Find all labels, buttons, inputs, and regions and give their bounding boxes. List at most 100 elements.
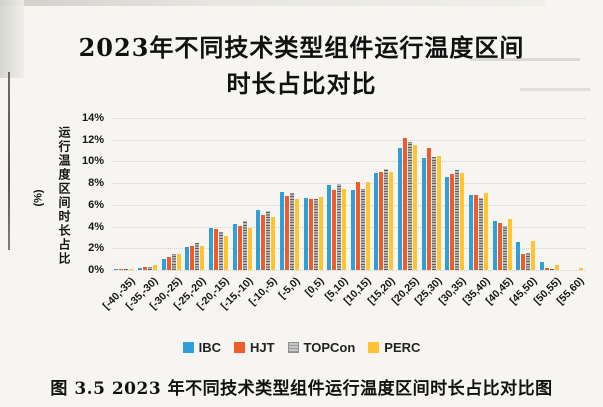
bar-group-[-35,-30)	[137, 264, 157, 270]
bar-IBC-[35,40)	[469, 195, 474, 270]
bar-HJT-[15,20)	[379, 172, 384, 270]
bar-TOPCon-[40,45)	[502, 225, 507, 270]
bar-HJT-[5,10)	[332, 189, 337, 270]
bar-TOPCon-[25,30)	[431, 157, 436, 270]
bar-PERC-[-40,-35)	[129, 268, 134, 270]
bar-group-[25,30)	[421, 148, 441, 270]
bar-group-[45,50)	[516, 240, 536, 270]
bar-group-[50,55)	[540, 262, 560, 270]
bar-TOPCon-[45,50)	[526, 252, 531, 270]
y-tick-label-0%: 0%	[88, 264, 104, 276]
bar-PERC-[55,60)	[578, 268, 583, 270]
plot-area: 0% 2% 4% 6% 8% 10% 12% 14% [-40,-35) [-35,-30) [-3…	[82, 112, 587, 312]
y-tick-label-10%: 10%	[81, 155, 104, 168]
bar-IBC-[0,5)	[303, 198, 308, 270]
bar-group-[-20,-15)	[208, 227, 228, 270]
bar-IBC-[45,50)	[516, 241, 521, 270]
bar-group-[-40,-35)	[114, 268, 134, 270]
bar-PERC-[20,25)	[413, 145, 418, 270]
legend-item-hjt: HJT	[233, 340, 275, 355]
bar-TOPCon-[-30,-25)	[171, 253, 176, 270]
bar-PERC-[40,45)	[507, 218, 512, 270]
bar-group-[55,60)	[564, 268, 583, 270]
bar-PERC-[35,40)	[484, 192, 489, 270]
bar-HJT-[-30,-25)	[166, 256, 171, 270]
bar-group-[40,45)	[492, 218, 512, 270]
bar-group-[-10,-5)	[256, 210, 276, 270]
bar-TOPCon-[-15,-10)	[242, 221, 247, 270]
bar-PERC-[10,15)	[365, 182, 370, 270]
bar-group-[30,35)	[445, 170, 465, 270]
scan-artifact-top	[0, 0, 545, 6]
bar-HJT-[30,35)	[450, 174, 455, 270]
bar-PERC-[-20,-15)	[223, 236, 228, 270]
bar-IBC-[25,30)	[421, 158, 426, 270]
y-tick-label-8%: 8%	[88, 177, 104, 190]
bar-TOPCon-[0,5)	[313, 199, 318, 270]
bar-IBC-[50,55)	[540, 262, 545, 270]
bar-group-[-15,-10)	[232, 221, 252, 270]
bar-IBC-[20,25)	[398, 148, 403, 270]
bar-HJT-[-5,0)	[284, 196, 289, 270]
bar-HJT-[-35,-30)	[142, 267, 147, 270]
legend-label-hjt: HJT	[249, 340, 275, 355]
bar-TOPCon-[-20,-15)	[218, 232, 223, 270]
gridline-0%	[112, 270, 585, 271]
gridline-8%	[112, 183, 585, 185]
gridline-10%	[112, 161, 585, 163]
chart-title-line2: 时长占比对比	[226, 69, 377, 98]
legend-swatch-perc	[368, 342, 380, 353]
y-tick-label-2%: 2%	[88, 242, 104, 255]
bar-IBC-[-20,-15)	[208, 227, 213, 270]
bar-HJT-[-10,-5)	[261, 214, 266, 270]
bar-IBC-[-40,-35)	[114, 268, 119, 270]
bar-IBC-[30,35)	[445, 176, 450, 270]
bar-HJT-[-15,-10)	[237, 225, 242, 270]
bar-PERC-[5,10)	[342, 188, 347, 270]
bar-IBC-[-10,-5)	[256, 210, 261, 270]
bar-HJT-[45,50)	[521, 253, 526, 270]
bar-PERC-[-10,-5)	[271, 216, 276, 270]
bar-HJT-[50,55)	[545, 268, 550, 270]
bar-PERC-[-15,-10)	[247, 227, 252, 270]
chart-legend: IBC HJT TOPCon PERC	[0, 340, 603, 355]
bar-TOPCon-[-40,-35)	[124, 269, 129, 270]
bar-TOPCon-[-10,-5)	[266, 211, 271, 270]
bar-TOPCon-[5,10)	[337, 184, 342, 270]
bar-TOPCon-[30,35)	[455, 170, 460, 270]
bar-HJT-[25,30)	[426, 148, 431, 270]
bar-TOPCon-[20,25)	[408, 141, 413, 270]
bar-IBC-[5,10)	[327, 185, 332, 270]
bar-PERC-[-30,-25)	[176, 253, 181, 270]
gridline-14%	[112, 118, 585, 119]
bar-TOPCon-[10,15)	[360, 188, 365, 270]
bar-TOPCon-[-35,-30)	[147, 266, 152, 270]
legend-item-topcon: TOPCon	[287, 340, 355, 355]
bar-IBC-[-5,0)	[279, 191, 284, 270]
legend-swatch-ibc	[182, 342, 194, 353]
legend-swatch-topcon	[287, 342, 299, 353]
bar-PERC-[25,30)	[436, 156, 441, 270]
bar-PERC-[-25,-20)	[200, 246, 205, 270]
scan-artifact-corner	[0, 0, 24, 78]
bar-group-[-30,-25)	[161, 253, 181, 270]
bar-PERC-[0,5)	[318, 197, 323, 270]
bar-TOPCon-[50,55)	[550, 269, 555, 270]
y-tick-label-6%: 6%	[88, 198, 104, 211]
bar-TOPCon-[15,20)	[384, 169, 389, 270]
bar-group-[5,10)	[327, 184, 347, 270]
bar-PERC-[-5,0)	[294, 199, 299, 270]
bar-PERC-[-35,-30)	[152, 264, 157, 270]
bar-TOPCon-[-25,-20)	[195, 242, 200, 270]
bar-PERC-[15,20)	[389, 172, 394, 270]
bar-HJT-[0,5)	[308, 199, 313, 270]
gridline-2%	[112, 248, 585, 250]
bar-group-[-5,0)	[279, 191, 299, 270]
bar-group-[10,15)	[350, 182, 370, 270]
chart-title: 2023年不同技术类型组件运行温度区间 时长占比对比	[0, 30, 603, 102]
y-tick-label-12%: 12%	[81, 133, 104, 146]
y-axis-title: 运行温度区间时长占比	[57, 126, 71, 266]
x-tick-label-[-5,0): [-5,0)	[276, 275, 303, 302]
y-tick-label-14%: 14%	[81, 112, 104, 124]
